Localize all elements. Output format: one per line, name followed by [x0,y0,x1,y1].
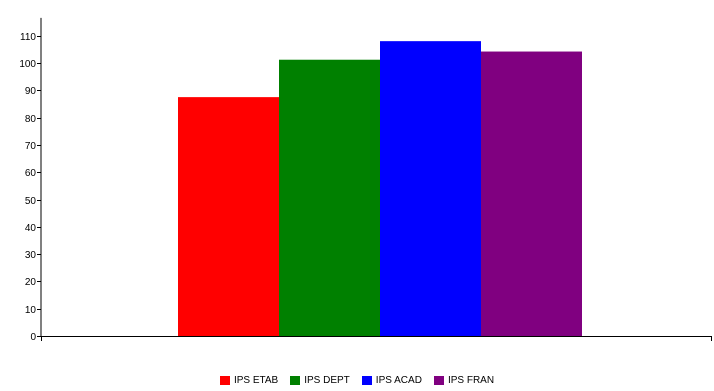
bar-ips-dept [279,59,380,336]
y-tick-label: 40 [25,223,37,234]
bar-ips-fran [481,51,582,337]
legend-item: IPS ETAB [219,375,279,386]
y-tick-label: 0 [30,332,36,343]
y-tick-label: 80 [25,114,37,125]
legend-item: IPS ACAD [361,375,422,386]
x-axis [41,336,712,341]
bar-group [178,41,582,337]
legend-swatch [433,376,444,385]
y-tick-label: 50 [25,196,37,207]
y-tick-label: 70 [25,141,37,152]
legend-label: IPS FRAN [447,375,495,386]
chart-legend: IPS ETAB IPS DEPT IPS ACAD IPS FRAN [0,375,714,386]
y-tick-label: 20 [25,277,37,288]
legend-swatch [361,376,372,385]
y-tick-label: 100 [19,59,36,70]
legend-item: IPS DEPT [290,375,350,386]
bar-ips-etab [178,97,279,336]
y-tick-label: 110 [20,32,36,43]
legend-swatch [290,376,301,385]
legend-item: IPS FRAN [433,375,495,386]
legend-label: IPS ETAB [233,375,279,386]
legend-label: IPS DEPT [304,375,350,386]
bar-ips-acad [380,41,481,336]
y-axis: 0 10 20 30 40 50 60 70 80 90 100 110 [19,17,42,343]
y-tick-label: 60 [25,168,37,179]
y-tick-label: 90 [25,86,37,97]
legend-label: IPS ACAD [375,375,422,386]
y-tick-label: 30 [25,250,37,261]
legend-swatch [219,376,230,385]
y-tick-label: 10 [25,305,37,316]
